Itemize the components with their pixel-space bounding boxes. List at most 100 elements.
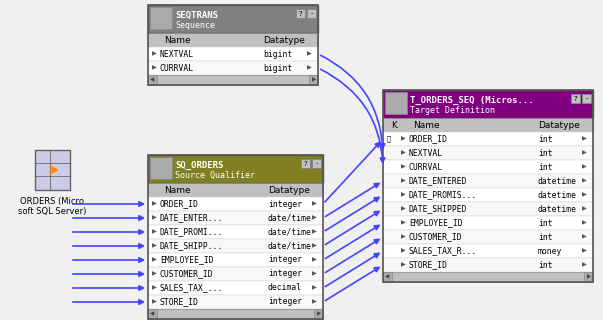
Text: ▶: ▶ — [587, 275, 591, 279]
Text: DATE_PROMI...: DATE_PROMI... — [160, 228, 223, 236]
Text: -: - — [586, 95, 588, 101]
FancyBboxPatch shape — [582, 94, 591, 103]
Text: ◀: ◀ — [150, 311, 154, 316]
Text: integer: integer — [268, 199, 302, 209]
Text: ▶: ▶ — [152, 202, 157, 206]
Text: SEQTRANS: SEQTRANS — [175, 11, 218, 20]
Text: ▶: ▶ — [152, 271, 157, 276]
FancyBboxPatch shape — [148, 47, 318, 61]
Text: ORDERS (Micro
soft SQL Server): ORDERS (Micro soft SQL Server) — [18, 197, 86, 216]
Text: K.: K. — [391, 121, 399, 130]
FancyBboxPatch shape — [148, 267, 323, 281]
FancyBboxPatch shape — [296, 9, 305, 18]
Text: ▶: ▶ — [401, 164, 406, 170]
FancyBboxPatch shape — [383, 160, 593, 174]
Text: ▶: ▶ — [312, 229, 317, 235]
Text: ▶: ▶ — [152, 285, 157, 291]
Text: Source Qualifier: Source Qualifier — [175, 171, 255, 180]
Text: -: - — [311, 11, 313, 17]
Text: bigint: bigint — [263, 63, 292, 73]
FancyBboxPatch shape — [312, 159, 321, 168]
FancyBboxPatch shape — [383, 132, 593, 146]
Text: ORDER_ID: ORDER_ID — [160, 199, 199, 209]
Text: ▶: ▶ — [308, 66, 312, 70]
FancyBboxPatch shape — [148, 61, 318, 75]
Text: ▶: ▶ — [582, 206, 587, 212]
FancyBboxPatch shape — [307, 9, 316, 18]
FancyBboxPatch shape — [148, 211, 323, 225]
Text: ▶: ▶ — [582, 193, 587, 197]
Text: ▶: ▶ — [582, 235, 587, 239]
FancyBboxPatch shape — [148, 239, 323, 253]
Text: ▶: ▶ — [582, 150, 587, 156]
FancyBboxPatch shape — [383, 216, 593, 230]
Text: DATE_ENTER...: DATE_ENTER... — [160, 213, 223, 222]
FancyBboxPatch shape — [148, 253, 323, 267]
FancyBboxPatch shape — [148, 33, 318, 47]
Text: 🔑: 🔑 — [387, 136, 391, 142]
FancyBboxPatch shape — [584, 272, 593, 282]
Text: DATE_PROMIS...: DATE_PROMIS... — [409, 190, 477, 199]
FancyBboxPatch shape — [148, 75, 157, 85]
Text: EMPLOYEE_ID: EMPLOYEE_ID — [409, 219, 463, 228]
Text: EMPLOYEE_ID: EMPLOYEE_ID — [160, 255, 213, 265]
FancyBboxPatch shape — [383, 188, 593, 202]
FancyBboxPatch shape — [383, 174, 593, 188]
Text: Name: Name — [164, 186, 191, 195]
Text: ▶: ▶ — [582, 179, 587, 183]
FancyBboxPatch shape — [148, 197, 323, 211]
Text: DATE_ENTERED: DATE_ENTERED — [409, 177, 467, 186]
Text: CUSTOMER_ID: CUSTOMER_ID — [409, 233, 463, 242]
Text: ▶: ▶ — [582, 220, 587, 226]
Text: ▶: ▶ — [152, 229, 157, 235]
Text: SALES_TAX_...: SALES_TAX_... — [160, 284, 223, 292]
FancyBboxPatch shape — [383, 230, 593, 244]
Text: DATE_SHIPP...: DATE_SHIPP... — [160, 242, 223, 251]
Text: ▶: ▶ — [582, 137, 587, 141]
Text: Name: Name — [164, 36, 191, 44]
Text: int: int — [538, 219, 552, 228]
Text: date/time: date/time — [268, 228, 312, 236]
FancyBboxPatch shape — [571, 94, 580, 103]
Text: ▶: ▶ — [312, 202, 317, 206]
Text: ▶: ▶ — [152, 52, 157, 57]
Text: ORDER_ID: ORDER_ID — [409, 134, 448, 143]
Text: int: int — [538, 260, 552, 269]
FancyBboxPatch shape — [148, 309, 323, 319]
FancyBboxPatch shape — [383, 202, 593, 216]
Text: CURRVAL: CURRVAL — [160, 63, 194, 73]
FancyBboxPatch shape — [150, 7, 172, 29]
Text: int: int — [538, 163, 552, 172]
FancyBboxPatch shape — [383, 118, 593, 132]
FancyBboxPatch shape — [309, 75, 318, 85]
Text: ▶: ▶ — [401, 220, 406, 226]
FancyBboxPatch shape — [148, 295, 323, 309]
Text: CURRVAL: CURRVAL — [409, 163, 443, 172]
Text: ▶: ▶ — [312, 215, 317, 220]
Text: ▶: ▶ — [401, 235, 406, 239]
FancyBboxPatch shape — [148, 225, 323, 239]
Text: Datatype: Datatype — [268, 186, 310, 195]
Text: ?: ? — [304, 161, 308, 166]
FancyBboxPatch shape — [383, 258, 593, 272]
Text: ▶: ▶ — [312, 285, 317, 291]
FancyBboxPatch shape — [383, 272, 392, 282]
Text: ?: ? — [298, 11, 302, 17]
Text: NEXTVAL: NEXTVAL — [409, 148, 443, 157]
Text: int: int — [538, 148, 552, 157]
FancyBboxPatch shape — [148, 183, 323, 197]
Text: int: int — [538, 233, 552, 242]
Text: -: - — [315, 161, 318, 166]
Text: SALES_TAX_R...: SALES_TAX_R... — [409, 246, 477, 255]
Text: bigint: bigint — [263, 50, 292, 59]
Text: ▶: ▶ — [401, 193, 406, 197]
Text: SQ_ORDERS: SQ_ORDERS — [175, 160, 223, 170]
Text: integer: integer — [268, 269, 302, 278]
Text: datetime: datetime — [538, 204, 577, 213]
Text: decimal: decimal — [268, 284, 302, 292]
Text: date/time: date/time — [268, 213, 312, 222]
FancyBboxPatch shape — [148, 155, 323, 183]
Text: ▶: ▶ — [152, 258, 157, 262]
FancyBboxPatch shape — [314, 309, 323, 319]
Text: Datatype: Datatype — [263, 36, 305, 44]
